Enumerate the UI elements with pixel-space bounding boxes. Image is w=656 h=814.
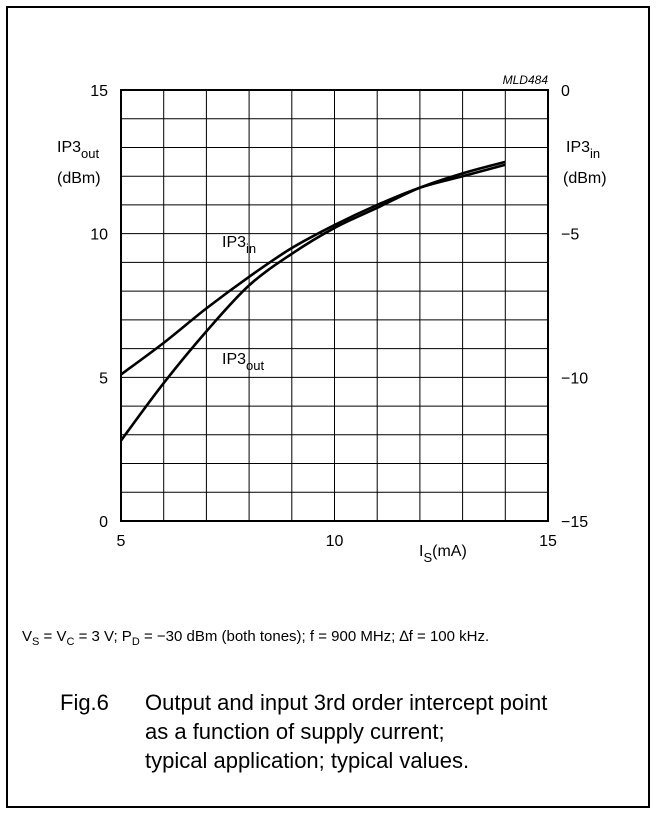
series-ip3out-main: IP3 [222,351,246,368]
series-line-ip3out [119,160,506,442]
y-right-tick-label: 0 [561,83,570,100]
series-ip3out-sub: out [246,358,264,373]
figure-code: MLD484 [503,73,549,87]
cond-vs: V [22,628,33,645]
y-left-axis-label: IP3out [57,139,99,161]
cond-eq2: = 3 V; P [74,628,132,645]
y-right-axis-label: IP3in [566,139,600,161]
cond-eq1: = V [39,628,67,645]
y-right-label-main: IP3 [566,139,590,156]
grid [121,90,548,521]
x-label-main: I [419,543,423,560]
cond-rest: = −30 dBm (both tones); f = 900 MHz; ∆f … [139,628,490,645]
x-tick-label: 15 [539,533,557,550]
cond-vc-sub: C [66,636,75,648]
series-line-ip3in [120,163,506,376]
y-left-tick-label: 0 [99,514,108,531]
y-right-label-sub: in [590,146,600,161]
y-right-axis-unit: (dBm) [563,170,607,187]
series-ip3in-main: IP3 [222,234,246,251]
caption-line-2: as a function of supply current; [145,719,445,744]
test-conditions: VS = VC = 3 V; PD = −30 dBm (both tones)… [22,628,642,648]
caption-line-3: typical application; typical values. [145,748,470,773]
x-tick-label: 5 [117,533,126,550]
series-label-ip3out: IP3out [222,351,264,373]
y-left-label-main: IP3 [57,139,81,156]
series-label-ip3in: IP3in [222,234,256,256]
x-tick-label: 10 [326,533,344,550]
y-left-tick-label: 15 [90,83,108,100]
y-left-tick-label: 5 [99,370,108,387]
cond-vs-sub: S [32,636,40,648]
caption-line-1: Output and input 3rd order intercept poi… [145,690,548,715]
y-left-label-sub: out [81,146,99,161]
x-label-sub: S [423,550,432,565]
x-axis-label: IS(mA) [419,543,467,565]
series-layer [119,160,506,442]
y-right-tick-label: −5 [561,227,579,244]
y-right-tick-label: −10 [561,370,588,387]
y-left-tick-label: 10 [90,227,108,244]
series-ip3in-sub: in [246,241,256,256]
page-frame [6,6,650,808]
x-label-unit: (mA) [432,543,467,560]
y-left-axis-unit: (dBm) [57,170,101,187]
y-right-tick-label: −15 [561,514,588,531]
cond-pd-sub: D [131,636,140,648]
figure-number: Fig.6 [60,690,109,715]
plot-border [120,89,549,522]
